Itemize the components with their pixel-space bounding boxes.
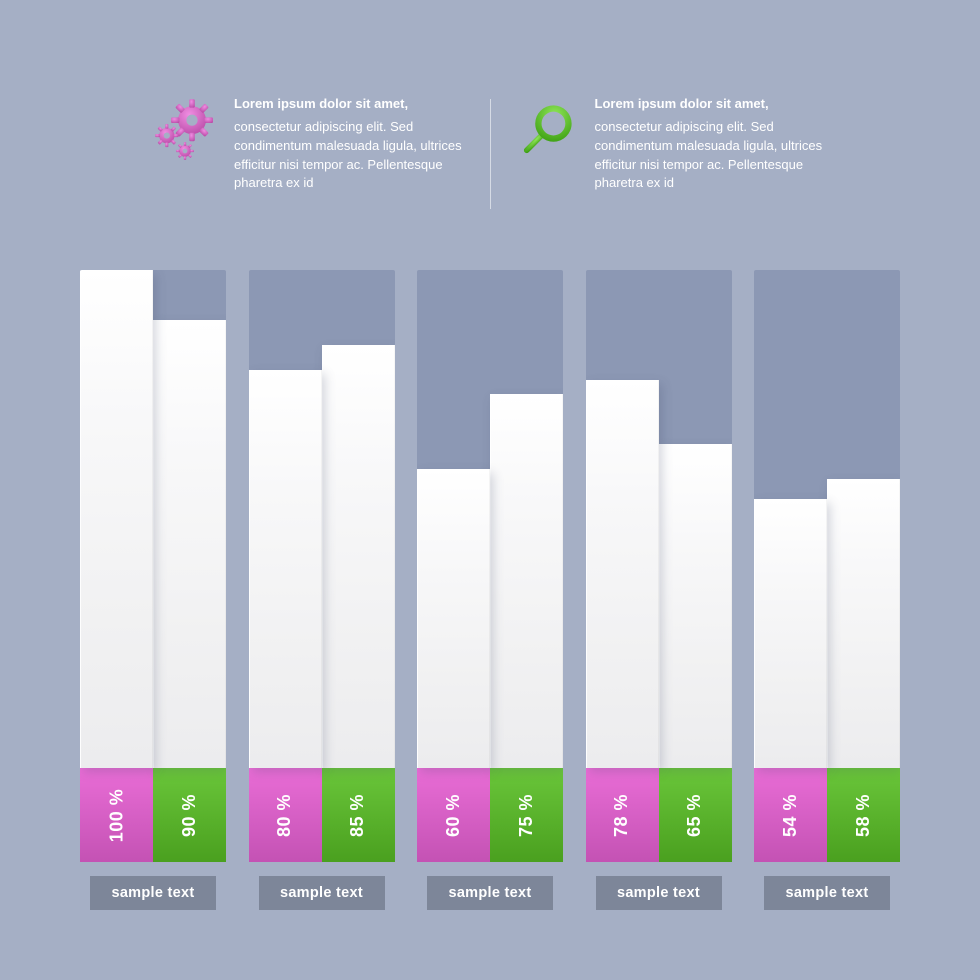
- bar-group-2: 80 % 85 % sample text: [249, 270, 395, 910]
- bar-left: 100 %: [80, 270, 153, 862]
- bar-foot-pink: 78 %: [586, 768, 659, 862]
- bar-caption: sample text: [427, 876, 553, 910]
- bar-right: 58 %: [827, 479, 900, 862]
- bar-foot-green: 58 %: [827, 768, 900, 862]
- bar-left: 54 %: [754, 499, 827, 862]
- bar-pair: 60 % 75 %: [417, 394, 563, 862]
- bar-body: [153, 320, 226, 768]
- bar-percent-label: 90 %: [179, 793, 200, 836]
- bar-body: [417, 469, 490, 768]
- bar-foot-green: 85 %: [322, 768, 395, 862]
- bar-group-1: 100 % 90 % sample text: [80, 270, 226, 910]
- bar-left: 78 %: [586, 380, 659, 862]
- header-body-1: consectetur adipiscing elit. Sed condime…: [234, 118, 470, 193]
- header-text-2: Lorem ipsum dolor sit amet, consectetur …: [595, 95, 831, 193]
- bar-caption: sample text: [764, 876, 890, 910]
- bar-body: [827, 479, 900, 768]
- bar-right: 75 %: [490, 394, 563, 862]
- bar-right: 85 %: [322, 345, 395, 862]
- bar-percent-label: 78 %: [612, 793, 633, 836]
- bar-backdrop: 80 % 85 %: [249, 270, 395, 862]
- bar-left: 80 %: [249, 370, 322, 862]
- bar-pair: 54 % 58 %: [754, 479, 900, 862]
- bar-body: [754, 499, 827, 768]
- bar-percent-label: 60 %: [443, 793, 464, 836]
- bar-chart: 100 %90 %sample text80 %85 %sample text6…: [80, 270, 900, 910]
- header-body-2: consectetur adipiscing elit. Sed condime…: [595, 118, 831, 193]
- gears-icon: [150, 95, 220, 165]
- bar-caption: sample text: [90, 876, 216, 910]
- bar-backdrop: 78 % 65 %: [586, 270, 732, 862]
- bar-group-3: 60 % 75 % sample text: [417, 270, 563, 910]
- header-text-1: Lorem ipsum dolor sit amet, consectetur …: [234, 95, 470, 193]
- header-title-2: Lorem ipsum dolor sit amet,: [595, 95, 831, 114]
- bar-pair: 80 % 85 %: [249, 345, 395, 862]
- bar-foot-pink: 54 %: [754, 768, 827, 862]
- bar-caption: sample text: [596, 876, 722, 910]
- header-row: Lorem ipsum dolor sit amet, consectetur …: [130, 95, 850, 225]
- bar-group-5: 54 % 58 % sample text: [754, 270, 900, 910]
- bar-percent-label: 65 %: [685, 793, 706, 836]
- bar-percent-label: 100 %: [106, 788, 127, 842]
- bar-percent-label: 80 %: [275, 793, 296, 836]
- header-block-1: Lorem ipsum dolor sit amet, consectetur …: [130, 95, 490, 193]
- bar-foot-pink: 100 %: [80, 768, 153, 862]
- bar-pair: 78 % 65 %: [586, 380, 732, 862]
- bar-foot-pink: 60 %: [417, 768, 490, 862]
- header-title-1: Lorem ipsum dolor sit amet,: [234, 95, 470, 114]
- bar-body: [586, 380, 659, 768]
- bar-body: [490, 394, 563, 768]
- bar-foot-green: 65 %: [659, 768, 732, 862]
- header-block-2: Lorem ipsum dolor sit amet, consectetur …: [491, 95, 851, 193]
- bar-percent-label: 58 %: [853, 793, 874, 836]
- bar-body: [80, 270, 153, 768]
- bar-backdrop: 100 % 90 %: [80, 270, 226, 862]
- bar-percent-label: 54 %: [780, 793, 801, 836]
- bar-body: [659, 444, 732, 768]
- bar-left: 60 %: [417, 469, 490, 862]
- bar-percent-label: 85 %: [348, 793, 369, 836]
- bar-right: 90 %: [153, 320, 226, 862]
- bar-body: [322, 345, 395, 768]
- bar-foot-green: 75 %: [490, 768, 563, 862]
- bar-foot-pink: 80 %: [249, 768, 322, 862]
- bar-backdrop: 60 % 75 %: [417, 270, 563, 862]
- infographic-canvas: Lorem ipsum dolor sit amet, consectetur …: [0, 0, 980, 980]
- bar-foot-green: 90 %: [153, 768, 226, 862]
- bar-backdrop: 54 % 58 %: [754, 270, 900, 862]
- bar-percent-label: 75 %: [516, 793, 537, 836]
- magnifier-icon: [511, 95, 581, 165]
- bar-group-4: 78 % 65 % sample text: [586, 270, 732, 910]
- bar-pair: 100 % 90 %: [80, 270, 226, 862]
- bar-right: 65 %: [659, 444, 732, 862]
- bar-body: [249, 370, 322, 768]
- bar-caption: sample text: [259, 876, 385, 910]
